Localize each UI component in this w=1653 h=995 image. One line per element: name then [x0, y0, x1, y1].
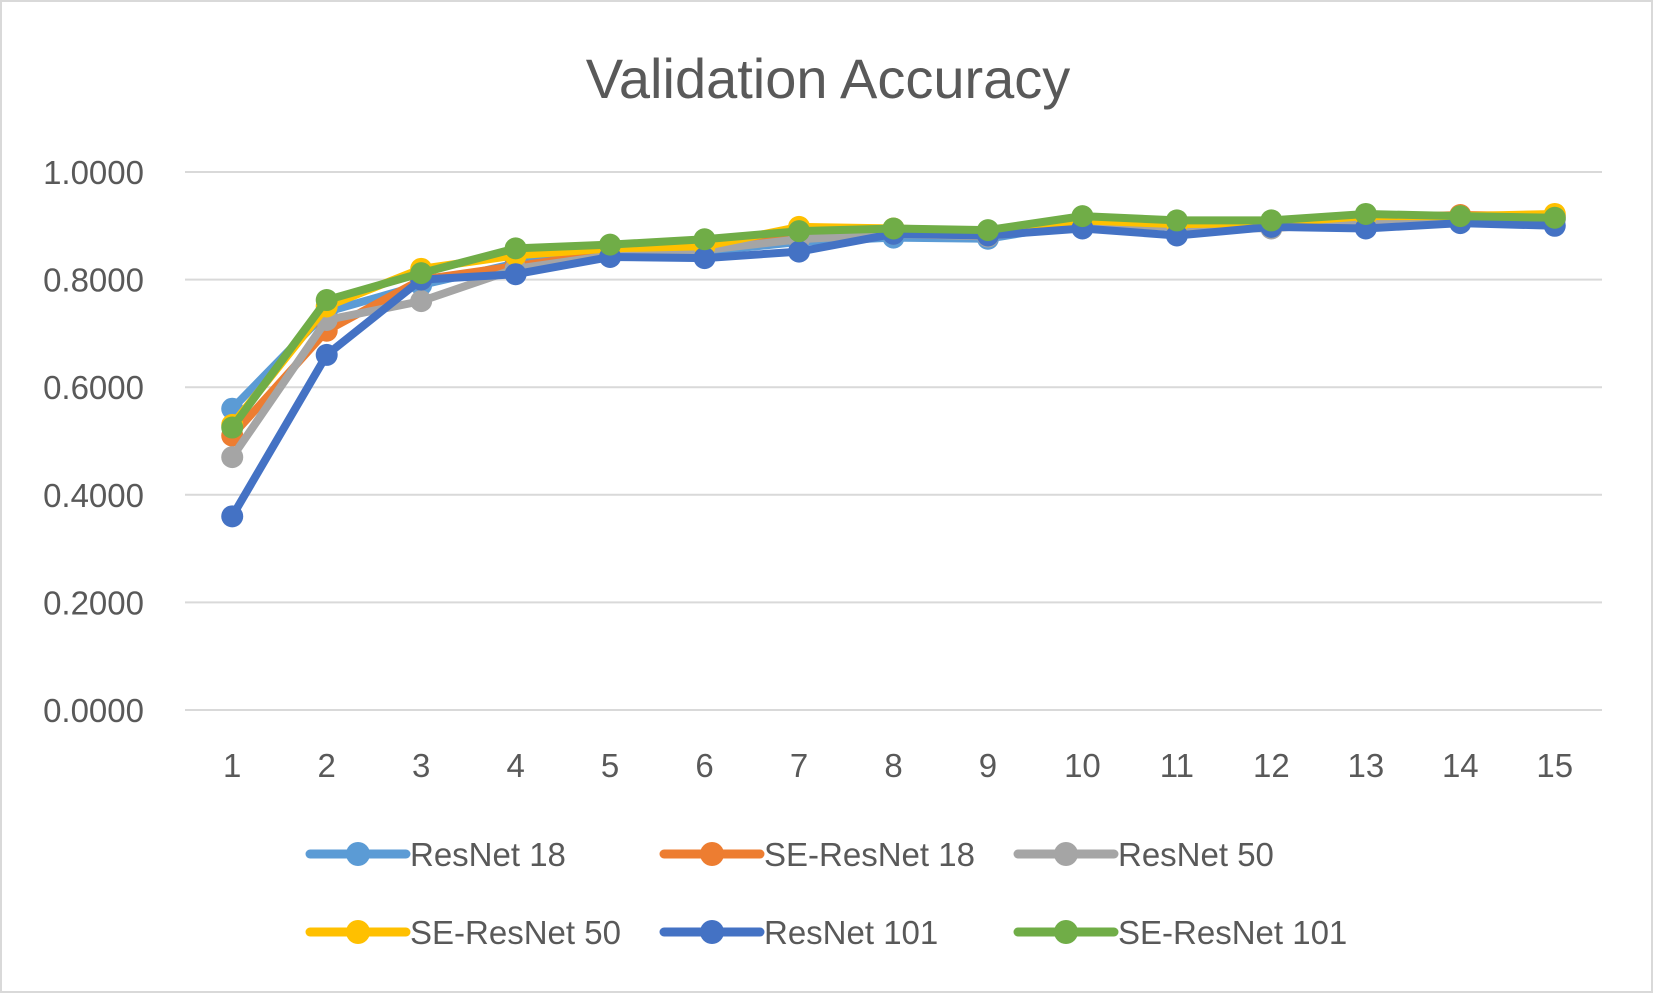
- x-tick-label: 8: [884, 747, 902, 784]
- x-tick-label: 3: [412, 747, 430, 784]
- x-tick-label: 2: [318, 747, 336, 784]
- series-lines: [221, 202, 1566, 528]
- data-point: [882, 217, 905, 240]
- x-tick-label: 7: [790, 747, 808, 784]
- data-point: [599, 233, 622, 256]
- data-point: [1260, 209, 1283, 232]
- data-point: [1071, 205, 1094, 228]
- x-tick-label: 1: [223, 747, 241, 784]
- data-point: [221, 446, 244, 469]
- legend-swatch-marker: [1054, 920, 1078, 944]
- legend-label: SE-ResNet 18: [764, 836, 975, 873]
- legend-label: SE-ResNet 50: [410, 914, 621, 951]
- y-axis-tick-labels: 0.0000 0.2000 0.4000 0.6000 0.8000 1.0000: [43, 154, 144, 729]
- legend-item: SE-ResNet 101: [1013, 914, 1347, 951]
- legend-swatch-marker: [346, 842, 370, 866]
- data-point: [1354, 202, 1377, 225]
- data-point: [693, 247, 716, 270]
- data-point: [788, 240, 811, 263]
- data-point: [693, 228, 716, 251]
- data-point: [221, 416, 244, 439]
- series-se-resnet-101: [221, 202, 1566, 439]
- x-tick-label: 14: [1442, 747, 1479, 784]
- data-point: [221, 505, 244, 528]
- x-tick-label: 10: [1064, 747, 1101, 784]
- data-point: [788, 220, 811, 243]
- y-tick-label: 0.0000: [43, 692, 144, 729]
- y-tick-label: 0.8000: [43, 262, 144, 299]
- y-tick-label: 0.2000: [43, 584, 144, 621]
- legend-swatch-marker: [700, 920, 724, 944]
- x-tick-label: 12: [1253, 747, 1290, 784]
- legend: ResNet 18 SE-ResNet 18 ResNet 50 SE-ResNet …: [305, 836, 1347, 951]
- x-tick-label: 5: [601, 747, 619, 784]
- data-point: [315, 289, 338, 312]
- data-point: [976, 219, 999, 242]
- data-point: [410, 290, 433, 313]
- legend-label: SE-ResNet 101: [1118, 914, 1347, 951]
- legend-item: ResNet 101: [659, 914, 938, 951]
- legend-item: ResNet 18: [305, 836, 566, 873]
- data-point: [1165, 224, 1188, 247]
- legend-label: ResNet 50: [1118, 836, 1274, 873]
- grid-lines: [185, 171, 1602, 711]
- data-point: [1543, 206, 1566, 229]
- legend-label: ResNet 18: [410, 836, 566, 873]
- x-axis-tick-labels: 1 2 3 4 5 6 7 8 9 10 11 12 13 14 15: [223, 747, 1573, 784]
- chart-title: Validation Accuracy: [586, 47, 1071, 110]
- data-point: [410, 262, 433, 285]
- data-point: [504, 237, 527, 260]
- legend-swatch-marker: [700, 842, 724, 866]
- legend-label: ResNet 101: [764, 914, 938, 951]
- x-tick-label: 6: [695, 747, 713, 784]
- data-point: [1165, 209, 1188, 232]
- legend-item: SE-ResNet 50: [305, 914, 621, 951]
- series-line: [228, 213, 1559, 462]
- legend-item: ResNet 50: [1013, 836, 1274, 873]
- x-tick-label: 9: [979, 747, 997, 784]
- legend-item: SE-ResNet 18: [659, 836, 975, 873]
- x-tick-label: 11: [1160, 747, 1194, 784]
- y-tick-label: 1.0000: [43, 154, 144, 191]
- legend-swatch-marker: [1054, 842, 1078, 866]
- x-tick-label: 13: [1347, 747, 1384, 784]
- data-point: [315, 343, 338, 366]
- y-tick-label: 0.6000: [43, 369, 144, 406]
- data-point: [1449, 205, 1472, 228]
- y-tick-label: 0.4000: [43, 477, 144, 514]
- x-tick-label: 15: [1536, 747, 1573, 784]
- data-point: [504, 263, 527, 286]
- x-tick-label: 4: [506, 747, 524, 784]
- legend-swatch-marker: [346, 920, 370, 944]
